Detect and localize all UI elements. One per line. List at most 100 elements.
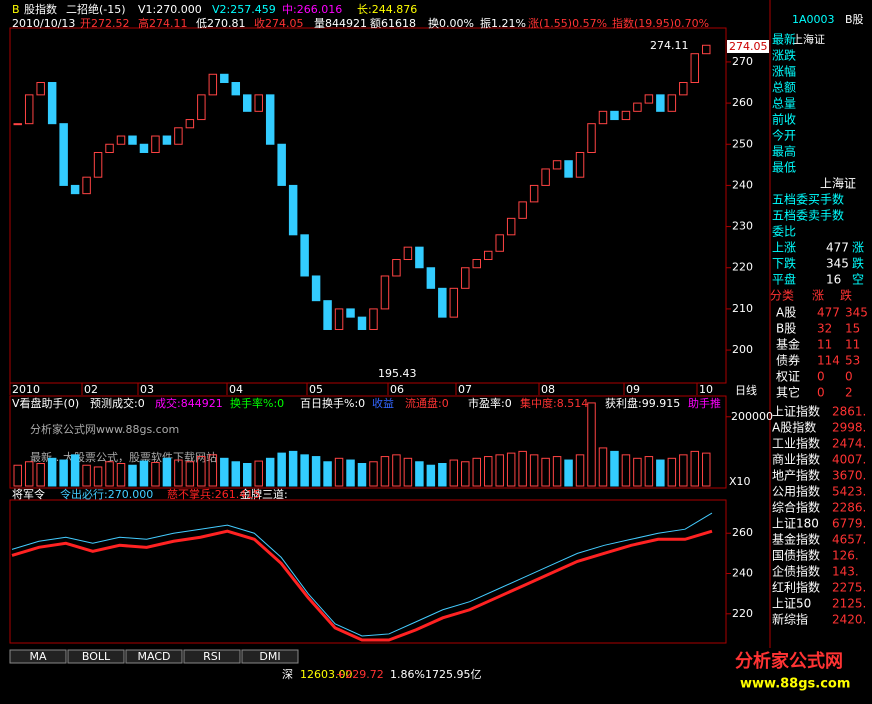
tab[interactable]	[9, 649, 67, 664]
volume-bar	[13, 464, 22, 487]
index: 4657.	[832, 533, 866, 547]
tab-label[interactable]: RSI	[203, 650, 221, 663]
x-tick-label: 09	[626, 383, 640, 396]
volume-bar	[197, 456, 206, 487]
volume-bar	[277, 452, 286, 487]
x-tick-label: 04	[229, 383, 243, 396]
volume-bar	[265, 457, 275, 487]
breadth: 涨	[852, 240, 864, 255]
candle	[116, 135, 126, 145]
mid: 中:266.016	[282, 3, 342, 16]
candle	[128, 135, 137, 145]
y-tick-label: 230	[732, 220, 753, 233]
volume-bar	[392, 454, 401, 487]
volume-bar	[702, 452, 711, 487]
candle	[59, 123, 68, 186]
class-head: 分类	[770, 289, 794, 303]
symbol: 1A0003	[792, 13, 835, 26]
index: 4007.	[832, 453, 866, 467]
quote-label: 前收	[772, 112, 796, 127]
x-tick-label: 05	[309, 383, 323, 396]
index: 上证50	[772, 597, 811, 611]
volume-bar	[472, 457, 481, 487]
candle	[265, 94, 275, 145]
long: 长:244.876	[357, 3, 417, 16]
y-tick-label: 220	[732, 607, 753, 620]
class: 其它	[776, 385, 800, 400]
quote-label: 今开	[772, 128, 796, 143]
candle	[403, 246, 413, 261]
breadth: 跌	[852, 256, 864, 271]
candle	[483, 250, 493, 261]
tab[interactable]	[125, 649, 183, 664]
status-index: 12603.00	[300, 668, 353, 681]
v1: V1:270.000	[138, 3, 202, 16]
class: 11	[817, 338, 832, 352]
tab[interactable]	[183, 649, 241, 664]
quote-label: 涨跌	[772, 48, 796, 63]
x-tick-label: 07	[458, 383, 472, 396]
logo-url: www.88gs.com	[740, 677, 850, 692]
candle	[621, 110, 631, 121]
conc: 集中度:8.514	[520, 396, 588, 410]
volume-bar	[461, 461, 470, 487]
status-amount: 1725.95亿	[425, 668, 482, 681]
date: 2010/10/13	[12, 17, 75, 30]
turn: 换手率%:0	[230, 396, 284, 410]
x-tick-label: 03	[140, 383, 154, 396]
index: 基金指数	[772, 532, 820, 547]
index: 6779.	[832, 517, 866, 531]
candle	[518, 201, 527, 219]
frame	[9, 27, 727, 384]
candle	[323, 300, 332, 330]
candle	[495, 234, 504, 252]
volume-bar	[529, 454, 539, 487]
tab-label[interactable]: BOLL	[82, 650, 111, 663]
candle	[93, 151, 103, 178]
volume-bar	[587, 402, 596, 487]
candle	[288, 184, 298, 236]
y-tick-label: 250	[732, 137, 753, 150]
class: 345	[845, 306, 868, 320]
volume-bar	[369, 461, 378, 487]
candle	[231, 82, 241, 96]
tab-label[interactable]: MACD	[138, 650, 171, 663]
sell: 五档委卖手数	[772, 208, 844, 223]
quote-label: 总量	[772, 97, 796, 111]
candle	[415, 246, 424, 269]
y-tick-label: 260	[732, 526, 753, 539]
indicator-line	[11, 529, 713, 642]
candle	[472, 259, 481, 269]
y-tick-label: 220	[732, 261, 753, 274]
volume-bar	[518, 450, 527, 487]
formula: 二招绝(-15)	[66, 2, 126, 16]
volume-bar	[47, 457, 57, 487]
index: 指数(19.95)0.70%	[612, 16, 709, 30]
breadth: 16	[826, 273, 841, 287]
candle	[47, 82, 57, 125]
volume-bar	[667, 457, 677, 487]
breadth: 下跌	[772, 256, 796, 271]
income: 收益	[372, 396, 394, 410]
tab[interactable]	[241, 649, 299, 664]
index: 国债指数	[772, 548, 820, 563]
candle	[357, 316, 367, 330]
class: 114	[817, 354, 840, 368]
float: 流通盘:0	[405, 396, 449, 410]
volume-bar	[621, 454, 631, 487]
volume-bar	[598, 447, 608, 487]
tab[interactable]	[67, 649, 125, 664]
tab-label[interactable]: DMI	[259, 650, 280, 663]
quote-label: 总额	[772, 81, 796, 95]
volume-bar	[70, 454, 80, 487]
frame	[9, 499, 727, 644]
logo-name: 分析家公式网	[735, 650, 843, 672]
candle	[208, 73, 218, 96]
tab-label[interactable]: MA	[29, 650, 46, 663]
x-tick-label: 02	[84, 383, 98, 396]
volume-bar	[334, 457, 344, 487]
y-tick-label: 270	[732, 55, 753, 68]
candle	[449, 287, 459, 318]
x-tick-label: 08	[541, 383, 555, 396]
breadth: 477	[826, 241, 849, 255]
